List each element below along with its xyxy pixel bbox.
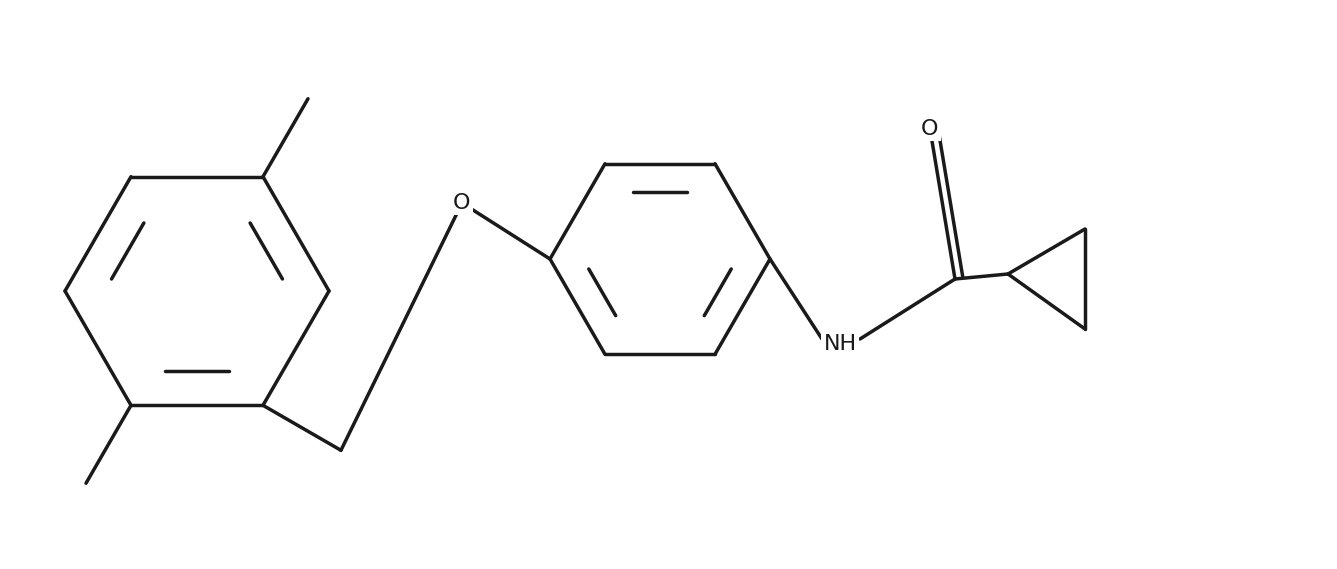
Text: O: O xyxy=(453,193,471,213)
Text: O: O xyxy=(921,119,939,139)
Text: NH: NH xyxy=(824,334,857,354)
